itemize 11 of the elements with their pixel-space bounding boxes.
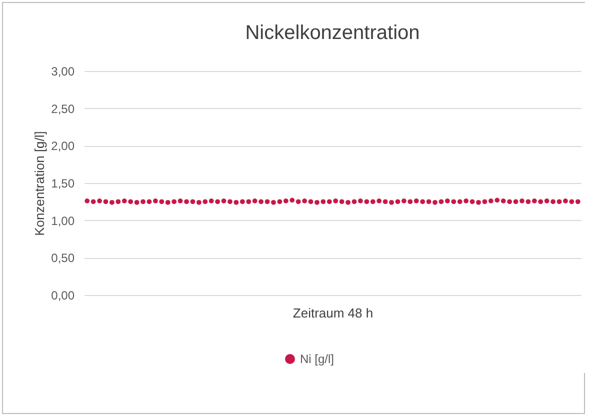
y-tick-label: 3,00 [51,64,75,78]
y-tick-label: 2,50 [51,102,75,116]
y-tick-label: 0,00 [51,288,75,302]
y-axis-title: Konzentration [g/l] [32,131,48,236]
x-axis-title: Zeitraum 48 h [292,306,374,320]
y-tick-label: 1,00 [51,214,75,228]
y-tick-label: 0,50 [51,251,75,266]
y-tick-label: 2,00 [51,139,75,154]
y-tick-label: 1,50 [51,176,75,190]
chart-title: Nickelkonzentration [245,22,420,44]
legend-label: Ni [g/l] [300,352,334,366]
